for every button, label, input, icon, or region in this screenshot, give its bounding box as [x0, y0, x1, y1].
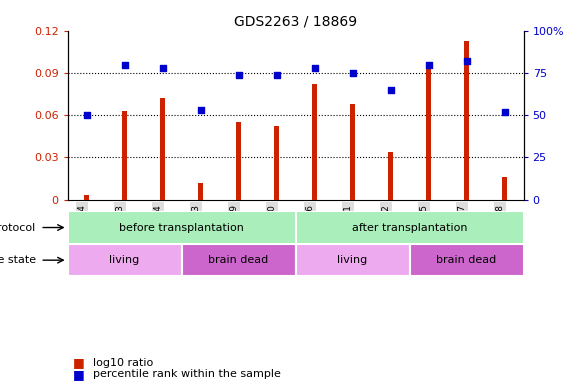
FancyBboxPatch shape: [181, 244, 296, 276]
Point: [272, 71, 281, 78]
Text: GSM115037: GSM115037: [458, 204, 467, 259]
Text: GSM115042: GSM115042: [382, 204, 391, 258]
FancyBboxPatch shape: [68, 244, 181, 276]
Bar: [198, 183, 203, 200]
Text: GSM115040: GSM115040: [267, 204, 276, 259]
FancyBboxPatch shape: [296, 211, 524, 244]
Bar: [122, 111, 127, 200]
Text: GSM115036: GSM115036: [306, 204, 315, 259]
Text: brain dead: brain dead: [436, 255, 497, 265]
Bar: [388, 152, 393, 200]
Point: [386, 87, 395, 93]
Text: GSM115033: GSM115033: [191, 204, 200, 259]
Text: living: living: [337, 255, 368, 265]
Title: GDS2263 / 18869: GDS2263 / 18869: [234, 14, 357, 28]
Point: [120, 61, 129, 68]
Bar: [274, 126, 279, 200]
Point: [348, 70, 357, 76]
Point: [310, 65, 319, 71]
Point: [196, 107, 205, 113]
Bar: [426, 66, 431, 200]
Point: [462, 58, 471, 64]
Point: [500, 109, 509, 115]
Text: GSM115034: GSM115034: [78, 204, 87, 259]
Point: [82, 112, 91, 118]
Text: ■: ■: [73, 368, 84, 381]
Point: [234, 71, 243, 78]
Text: brain dead: brain dead: [208, 255, 269, 265]
Text: GSM115044: GSM115044: [154, 204, 163, 258]
Text: GSM115038: GSM115038: [495, 204, 504, 259]
Bar: [464, 41, 469, 200]
Text: before transplantation: before transplantation: [119, 222, 244, 233]
FancyBboxPatch shape: [296, 244, 410, 276]
Bar: [236, 122, 241, 200]
Text: ■: ■: [73, 356, 84, 369]
Bar: [502, 177, 507, 200]
Bar: [350, 104, 355, 200]
Bar: [160, 98, 165, 200]
Point: [424, 61, 433, 68]
Text: GSM115043: GSM115043: [115, 204, 124, 259]
Text: GSM115039: GSM115039: [230, 204, 239, 259]
Text: after transplantation: after transplantation: [352, 222, 467, 233]
FancyBboxPatch shape: [68, 211, 296, 244]
Text: living: living: [109, 255, 140, 265]
Text: protocol: protocol: [0, 222, 35, 233]
Text: GSM115041: GSM115041: [343, 204, 352, 259]
Text: percentile rank within the sample: percentile rank within the sample: [93, 369, 281, 379]
Text: log10 ratio: log10 ratio: [93, 358, 153, 368]
FancyBboxPatch shape: [410, 244, 524, 276]
Bar: [312, 84, 317, 200]
Text: GSM115035: GSM115035: [419, 204, 428, 259]
Text: disease state: disease state: [0, 255, 35, 265]
Bar: [84, 195, 89, 200]
Point: [158, 65, 167, 71]
